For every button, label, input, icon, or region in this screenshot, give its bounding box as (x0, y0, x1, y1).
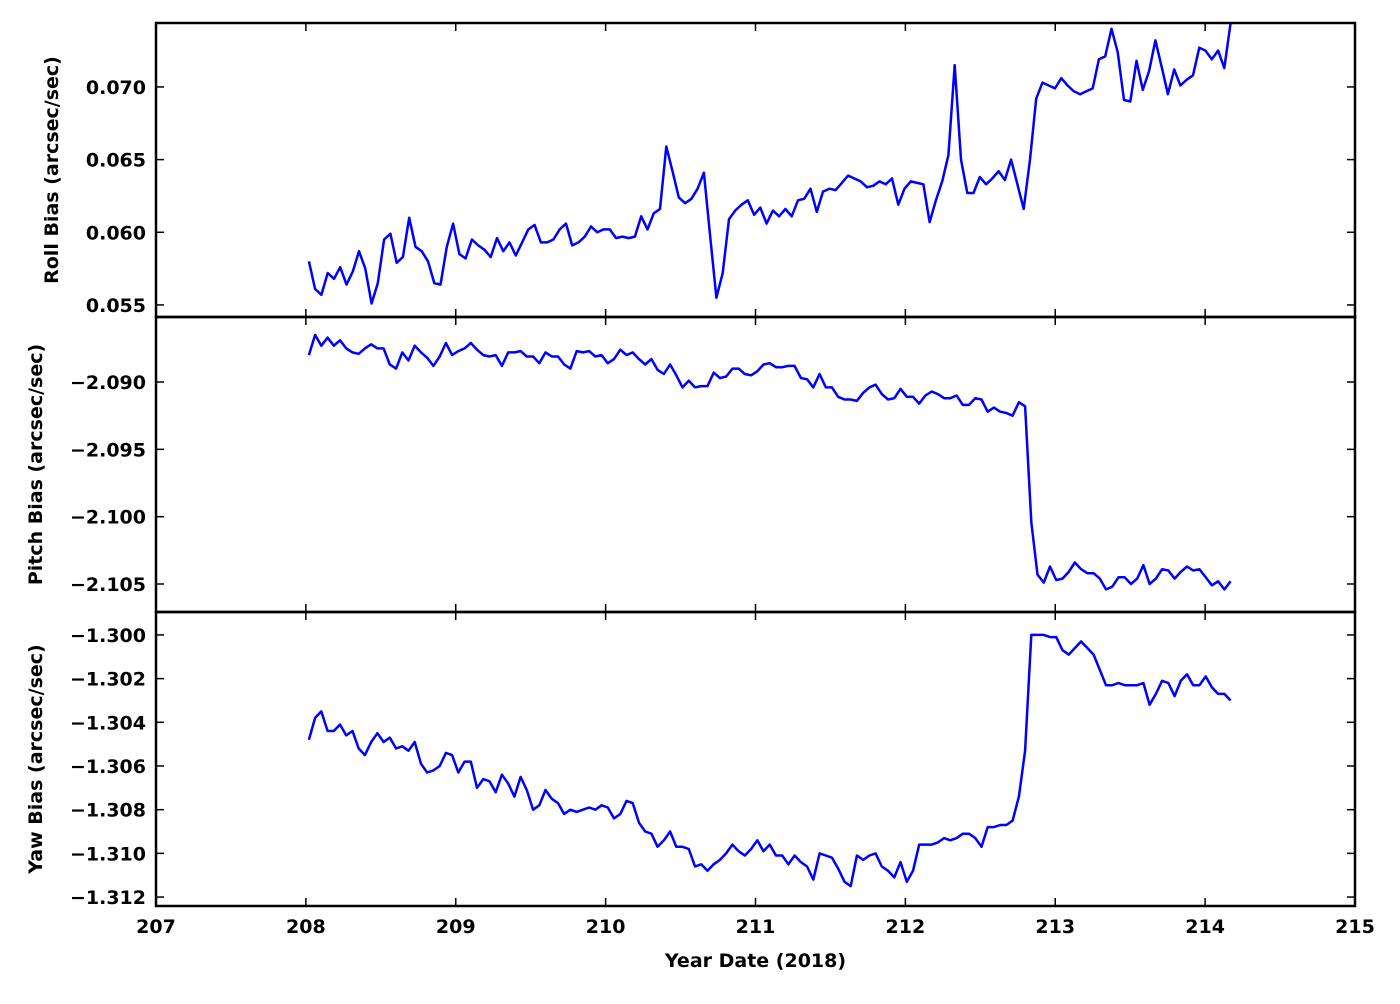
pitch-panel: −2.090 −2.095 −2.100 −2.105 Pitch Bias (arcs… (25, 315, 1357, 614)
yaw-axes-frame (154, 610, 1357, 908)
y-tick-label: −1.306 (70, 756, 146, 778)
x-tick-label: 209 (436, 916, 476, 938)
y-tick-label: −2.100 (70, 507, 146, 529)
x-tick-label: 212 (886, 916, 926, 938)
y-tick-label: −1.312 (70, 887, 146, 909)
y-tick-label: 0.060 (86, 222, 146, 244)
x-tick-label: 210 (586, 916, 626, 938)
y-tick-label: −1.308 (70, 800, 146, 822)
y-tick-label: −1.304 (70, 712, 146, 734)
x-tick-label: 213 (1035, 916, 1075, 938)
pitch-bias-series-line (307, 333, 1232, 591)
x-axis-label: Year Date (2018) (664, 950, 846, 972)
x-tick-label: 214 (1185, 916, 1225, 938)
x-tick-label: 211 (736, 916, 776, 938)
pitch-axes-frame (154, 315, 1357, 614)
yaw-panel: −1.300 −1.302 −1.304 −1.306 −1.308 −1.310 −1.3… (25, 610, 1357, 909)
y-tick-label: −2.105 (70, 574, 146, 596)
x-tick-label: 208 (286, 916, 326, 938)
x-tick-label: 215 (1335, 916, 1375, 938)
y-tick-label: −1.302 (70, 669, 146, 691)
roll-bias-series-line (307, 23, 1232, 305)
x-tick-label: 207 (136, 916, 176, 938)
roll-panel: 0.055 0.060 0.065 0.070 Roll Bias (arcsec/se… (41, 21, 1357, 319)
y-tick-label: 0.055 (86, 295, 146, 317)
y-tick-label: −1.300 (70, 625, 146, 647)
y-tick-label: 0.065 (86, 150, 146, 172)
y-tick-label: −1.310 (70, 843, 146, 865)
pitch-y-axis-label: Pitch Bias (arcsec/sec) (25, 344, 47, 585)
y-tick-label: −2.090 (70, 372, 146, 394)
yaw-bias-series-line (307, 633, 1232, 888)
yaw-y-axis-label: Yaw Bias (arcsec/sec) (25, 644, 47, 874)
y-tick-label: 0.070 (86, 77, 146, 99)
roll-y-axis-label: Roll Bias (arcsec/sec) (41, 56, 63, 284)
y-tick-label: −2.095 (70, 439, 146, 461)
